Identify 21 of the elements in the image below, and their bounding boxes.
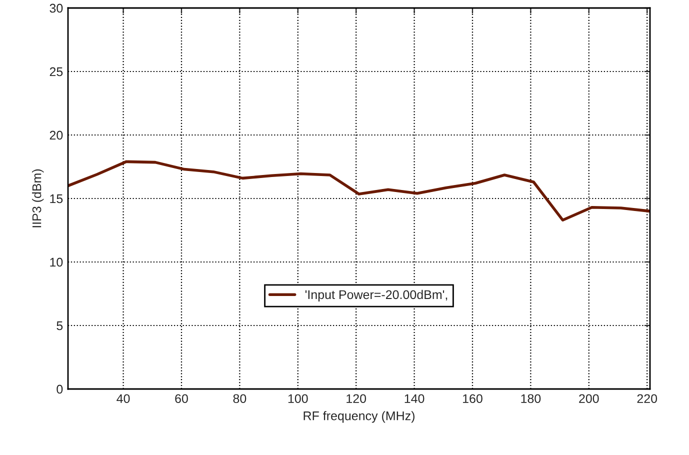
x-tick-label: 160 xyxy=(463,394,482,404)
x-tick-label: 100 xyxy=(288,394,308,404)
x-tick-label: 60 xyxy=(175,394,188,404)
y-tick-label: 0 xyxy=(56,384,63,394)
y-tick-label: 20 xyxy=(50,130,63,140)
x-axis-title: RF frequency (MHz) xyxy=(304,411,414,423)
x-tick-label: 80 xyxy=(233,394,246,404)
x-tick-label: 40 xyxy=(116,394,130,404)
y-tick-label: 15 xyxy=(50,194,63,204)
y-tick-label: 30 xyxy=(50,4,63,13)
x-tick-label: 200 xyxy=(579,394,599,404)
x-tick-label: 140 xyxy=(404,394,424,404)
line-series xyxy=(68,160,650,222)
y-tick-label: 25 xyxy=(50,67,63,76)
x-tick-label: 220 xyxy=(637,394,658,404)
y-tick-label: 10 xyxy=(50,258,63,267)
legend-label: 'Input Power=-20.00dBm', xyxy=(305,290,448,302)
y-tick-label: 5 xyxy=(56,321,63,330)
x-tick-label: 180 xyxy=(521,394,541,404)
y-axis-title: IIP3 (dBm) xyxy=(32,169,44,228)
x-tick-label: 120 xyxy=(346,394,366,404)
